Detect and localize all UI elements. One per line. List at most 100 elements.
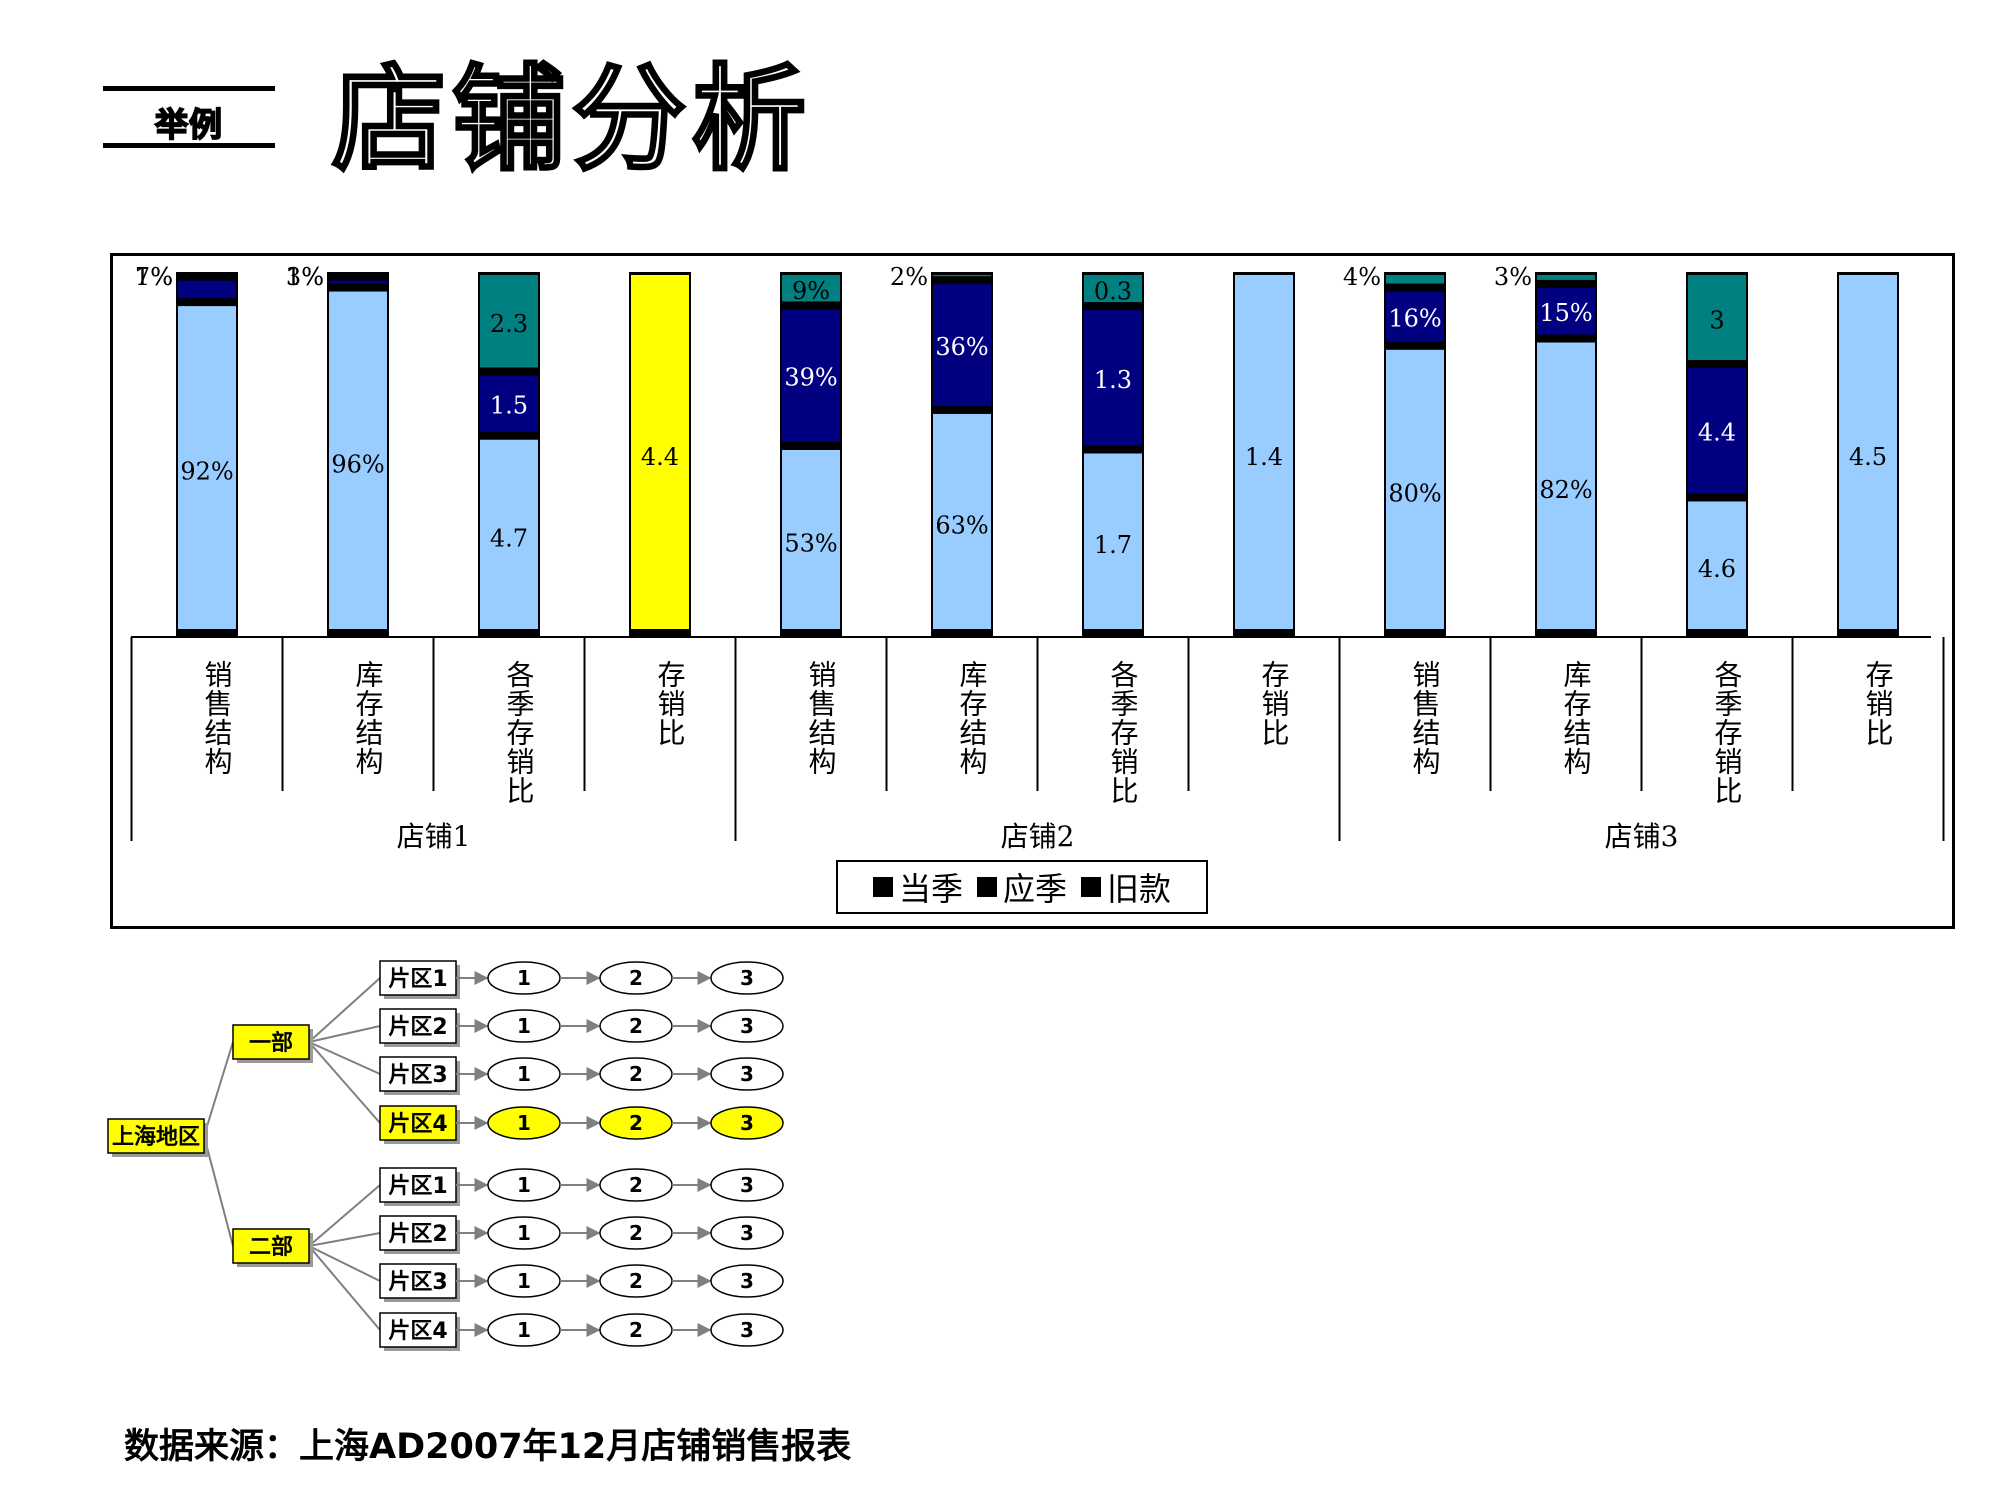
store-label: 3 <box>740 1111 754 1135</box>
bar-top-edge <box>177 273 237 275</box>
bar-base-marker <box>1083 629 1143 637</box>
zone-node-shadow <box>384 1172 460 1206</box>
zone-node-shadow <box>384 965 460 999</box>
store-label: 1 <box>517 1111 531 1135</box>
group-label: 店铺3 <box>1605 820 1679 853</box>
store-node <box>599 1009 673 1043</box>
store-label: 2 <box>629 966 643 990</box>
zone-node-label: 片区2 <box>388 1222 447 1247</box>
store-node <box>710 1313 784 1347</box>
store-node <box>487 1057 561 1091</box>
legend-label: 应季 <box>1002 870 1067 908</box>
store-label: 2 <box>629 1221 643 1245</box>
zone-node-shadow <box>384 1268 460 1302</box>
store-label: 1 <box>517 1318 531 1342</box>
bar-segment-1 <box>629 272 691 638</box>
category-label: 存销比 <box>654 660 687 747</box>
connector-line <box>203 1041 234 1137</box>
zone-node-label: 片区2 <box>388 1015 447 1040</box>
segment-separator <box>1687 493 1747 502</box>
store-node <box>710 1168 784 1202</box>
bar-top-edge <box>781 273 841 275</box>
store-node <box>599 1313 673 1347</box>
chart-legend: 当季 应季 旧款 <box>836 860 1208 914</box>
connector-line <box>308 1041 381 1124</box>
data-label: 53% <box>784 529 837 557</box>
store-node <box>599 1168 673 1202</box>
bar-top-edge <box>630 273 690 275</box>
store-node <box>487 1264 561 1298</box>
example-tag: 举例 <box>103 86 275 148</box>
store-node <box>487 1313 561 1347</box>
store-node <box>599 1264 673 1298</box>
tag-rule-bottom <box>103 143 275 148</box>
bar-top-edge <box>1083 273 1143 275</box>
zone-node-label: 片区4 <box>388 1112 447 1137</box>
connector-line <box>308 1025 381 1043</box>
data-label: 96% <box>331 450 384 478</box>
data-label: 92% <box>180 458 233 486</box>
store-node <box>487 1106 561 1140</box>
bar-segment-1 <box>1535 337 1597 639</box>
store-label: 1 <box>517 1269 531 1293</box>
store-label: 1 <box>517 1014 531 1038</box>
segment-separator <box>1083 445 1143 454</box>
store-label: 3 <box>740 1221 754 1245</box>
segment-separator <box>177 272 237 281</box>
segment-separator <box>479 367 539 376</box>
store-node <box>710 1264 784 1298</box>
zone-node-label: 片区3 <box>388 1270 447 1295</box>
department-node <box>232 1024 310 1060</box>
store-label: 1 <box>517 1173 531 1197</box>
segment-separator <box>328 283 388 292</box>
category-label: 存销比 <box>1862 660 1895 747</box>
legend-label: 旧款 <box>1107 870 1172 908</box>
bar-top-edge <box>932 273 992 275</box>
legend-swatch-icon <box>1081 877 1101 897</box>
data-label: 4.4 <box>641 443 679 471</box>
store-node <box>599 961 673 995</box>
bar-base-marker <box>781 629 841 637</box>
segment-separator <box>1083 302 1143 311</box>
data-label: 1% <box>286 263 324 291</box>
legend-swatch-icon <box>872 877 893 897</box>
bar-segment-2 <box>1082 305 1144 451</box>
store-label: 3 <box>740 1318 754 1342</box>
legend-item-old-stock: 旧款 <box>1081 864 1171 910</box>
segment-separator <box>328 272 388 281</box>
department-node-shadow <box>237 1029 313 1063</box>
segment-separator <box>781 441 841 450</box>
root-node-shadow <box>112 1123 208 1157</box>
page-title: 店铺分析 <box>330 52 813 188</box>
segment-separator <box>1536 279 1596 288</box>
zone-node <box>379 1167 457 1203</box>
tag-rule-top <box>103 86 275 91</box>
data-label: 1.4 <box>1245 443 1283 471</box>
bar-base-marker <box>1536 629 1596 637</box>
zone-node-shadow <box>384 1061 460 1095</box>
data-label: 36% <box>935 333 988 361</box>
store-node <box>710 1106 784 1140</box>
category-label: 销售结构 <box>805 660 838 776</box>
bar-segment-1 <box>931 408 993 638</box>
stacked-bar-chart: 92% 7% 1% 96% 3% 1% 4.7 1.5 2.3 4.4 53% 39% 9% 63% 36%… <box>110 253 1955 929</box>
connector-line <box>308 977 381 1043</box>
department-node-shadow <box>237 1233 313 1267</box>
data-label: 1.5 <box>490 392 528 420</box>
zone-node <box>379 1263 457 1299</box>
bar-segment-1 <box>176 301 238 639</box>
segment-separator <box>1385 283 1445 292</box>
connector-line <box>308 1245 381 1282</box>
category-label: 各季存销比 <box>503 660 536 805</box>
store-label: 3 <box>740 1014 754 1038</box>
bar-base-marker <box>1838 629 1898 637</box>
segment-separator <box>1536 334 1596 343</box>
store-label: 1 <box>517 966 531 990</box>
store-node <box>487 1216 561 1250</box>
store-label: 1 <box>517 1221 531 1245</box>
data-label: 4.7 <box>490 524 528 552</box>
segment-separator <box>1687 360 1747 368</box>
bar-top-edge <box>1234 273 1294 275</box>
data-label: 2.3 <box>490 310 528 338</box>
store-node <box>599 1216 673 1250</box>
